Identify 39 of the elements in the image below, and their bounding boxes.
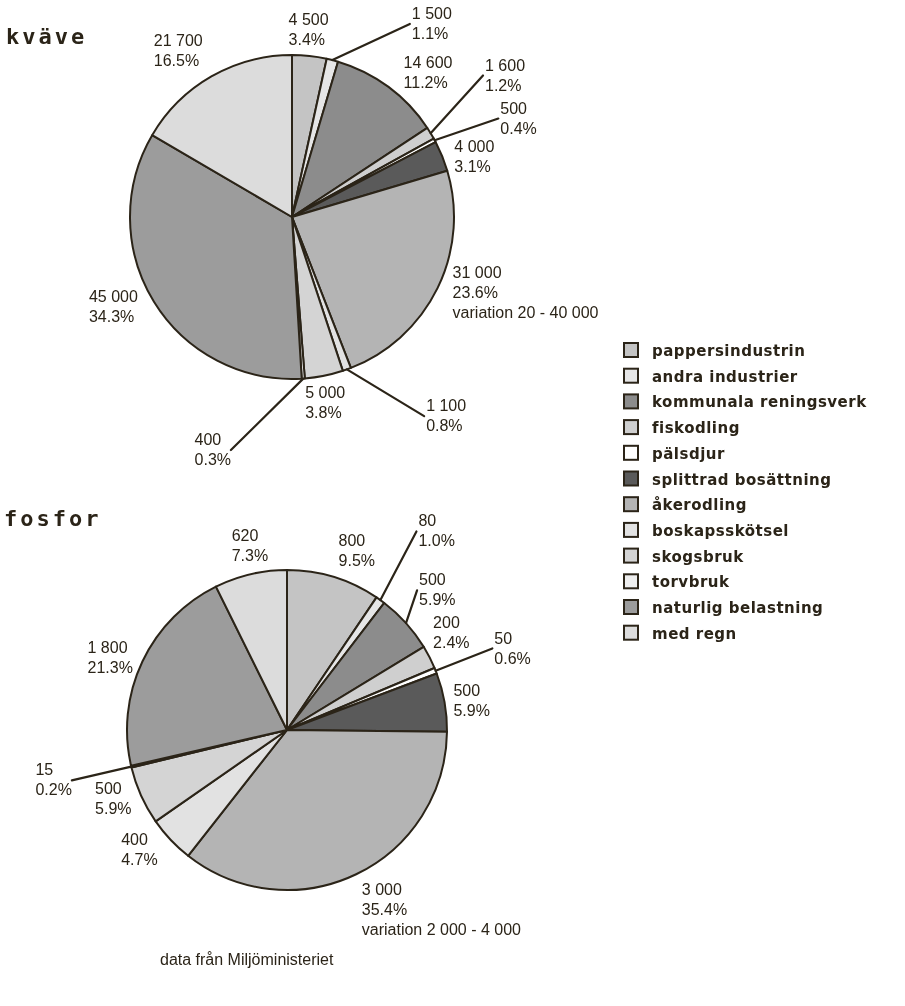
data-label: 15 0.2% bbox=[35, 761, 72, 799]
legend-label: torvbruk bbox=[652, 573, 730, 592]
legend-label: skogsbruk bbox=[652, 547, 745, 566]
legend-label: boskapsskötsel bbox=[652, 521, 789, 540]
data-label: 50 0.6% bbox=[494, 629, 531, 667]
data-label: 400 0.3% bbox=[194, 431, 231, 468]
data-label: 200 2.4% bbox=[433, 614, 470, 652]
chart-title: fosfor bbox=[4, 506, 102, 531]
legend-label: naturlig belastning bbox=[652, 599, 824, 617]
data-label: 4 500 3.4% bbox=[288, 10, 329, 48]
data-label: 500 5.9% bbox=[95, 779, 132, 817]
data-label: 1 600 1.2% bbox=[485, 56, 526, 94]
text: data från Miljöministeriet bbox=[160, 951, 334, 968]
legend-label: fiskodling bbox=[652, 419, 740, 438]
data-label: 1 100 0.8% bbox=[426, 397, 467, 435]
data-label: 500 5.9% bbox=[453, 682, 490, 720]
legend-label: åkerodling bbox=[652, 496, 748, 515]
data-label: 4 000 3.1% bbox=[454, 138, 495, 176]
data-label: 800 9.5% bbox=[338, 532, 376, 570]
data-label: 5 000 3.8% bbox=[305, 384, 346, 422]
legend-label: med regn bbox=[652, 624, 737, 643]
data-label: 45 000 34.3% bbox=[88, 288, 138, 326]
legend-label: kommunala reningsverk bbox=[652, 393, 868, 412]
data-label: 1 800 21.3% bbox=[87, 638, 133, 676]
data-label: 3 000 35.4% variation 2 000 - 4 000 bbox=[361, 880, 522, 938]
data-label: 500 5.9% bbox=[419, 571, 456, 609]
text: kväve bbox=[6, 24, 88, 49]
data-label: 21 700 16.5% bbox=[153, 32, 203, 70]
legend-label: splittrad bosättning bbox=[652, 470, 832, 489]
data-label: 620 7.3% bbox=[231, 527, 269, 565]
data-label: 14 600 11.2% bbox=[403, 53, 453, 91]
data-label: 31 000 23.6% variation 20 - 40 000 bbox=[452, 263, 599, 321]
data-label: 80 1.0% bbox=[418, 512, 455, 550]
data-label: 400 4.7% bbox=[121, 830, 158, 868]
legend-label: pälsdjur bbox=[652, 444, 725, 463]
data-label: 1 500 1.1% bbox=[411, 5, 452, 42]
legend-label: pappersindustrin bbox=[652, 342, 806, 360]
data-label: 500 0.4% bbox=[500, 99, 537, 137]
legend-label: andra industrier bbox=[652, 367, 798, 386]
